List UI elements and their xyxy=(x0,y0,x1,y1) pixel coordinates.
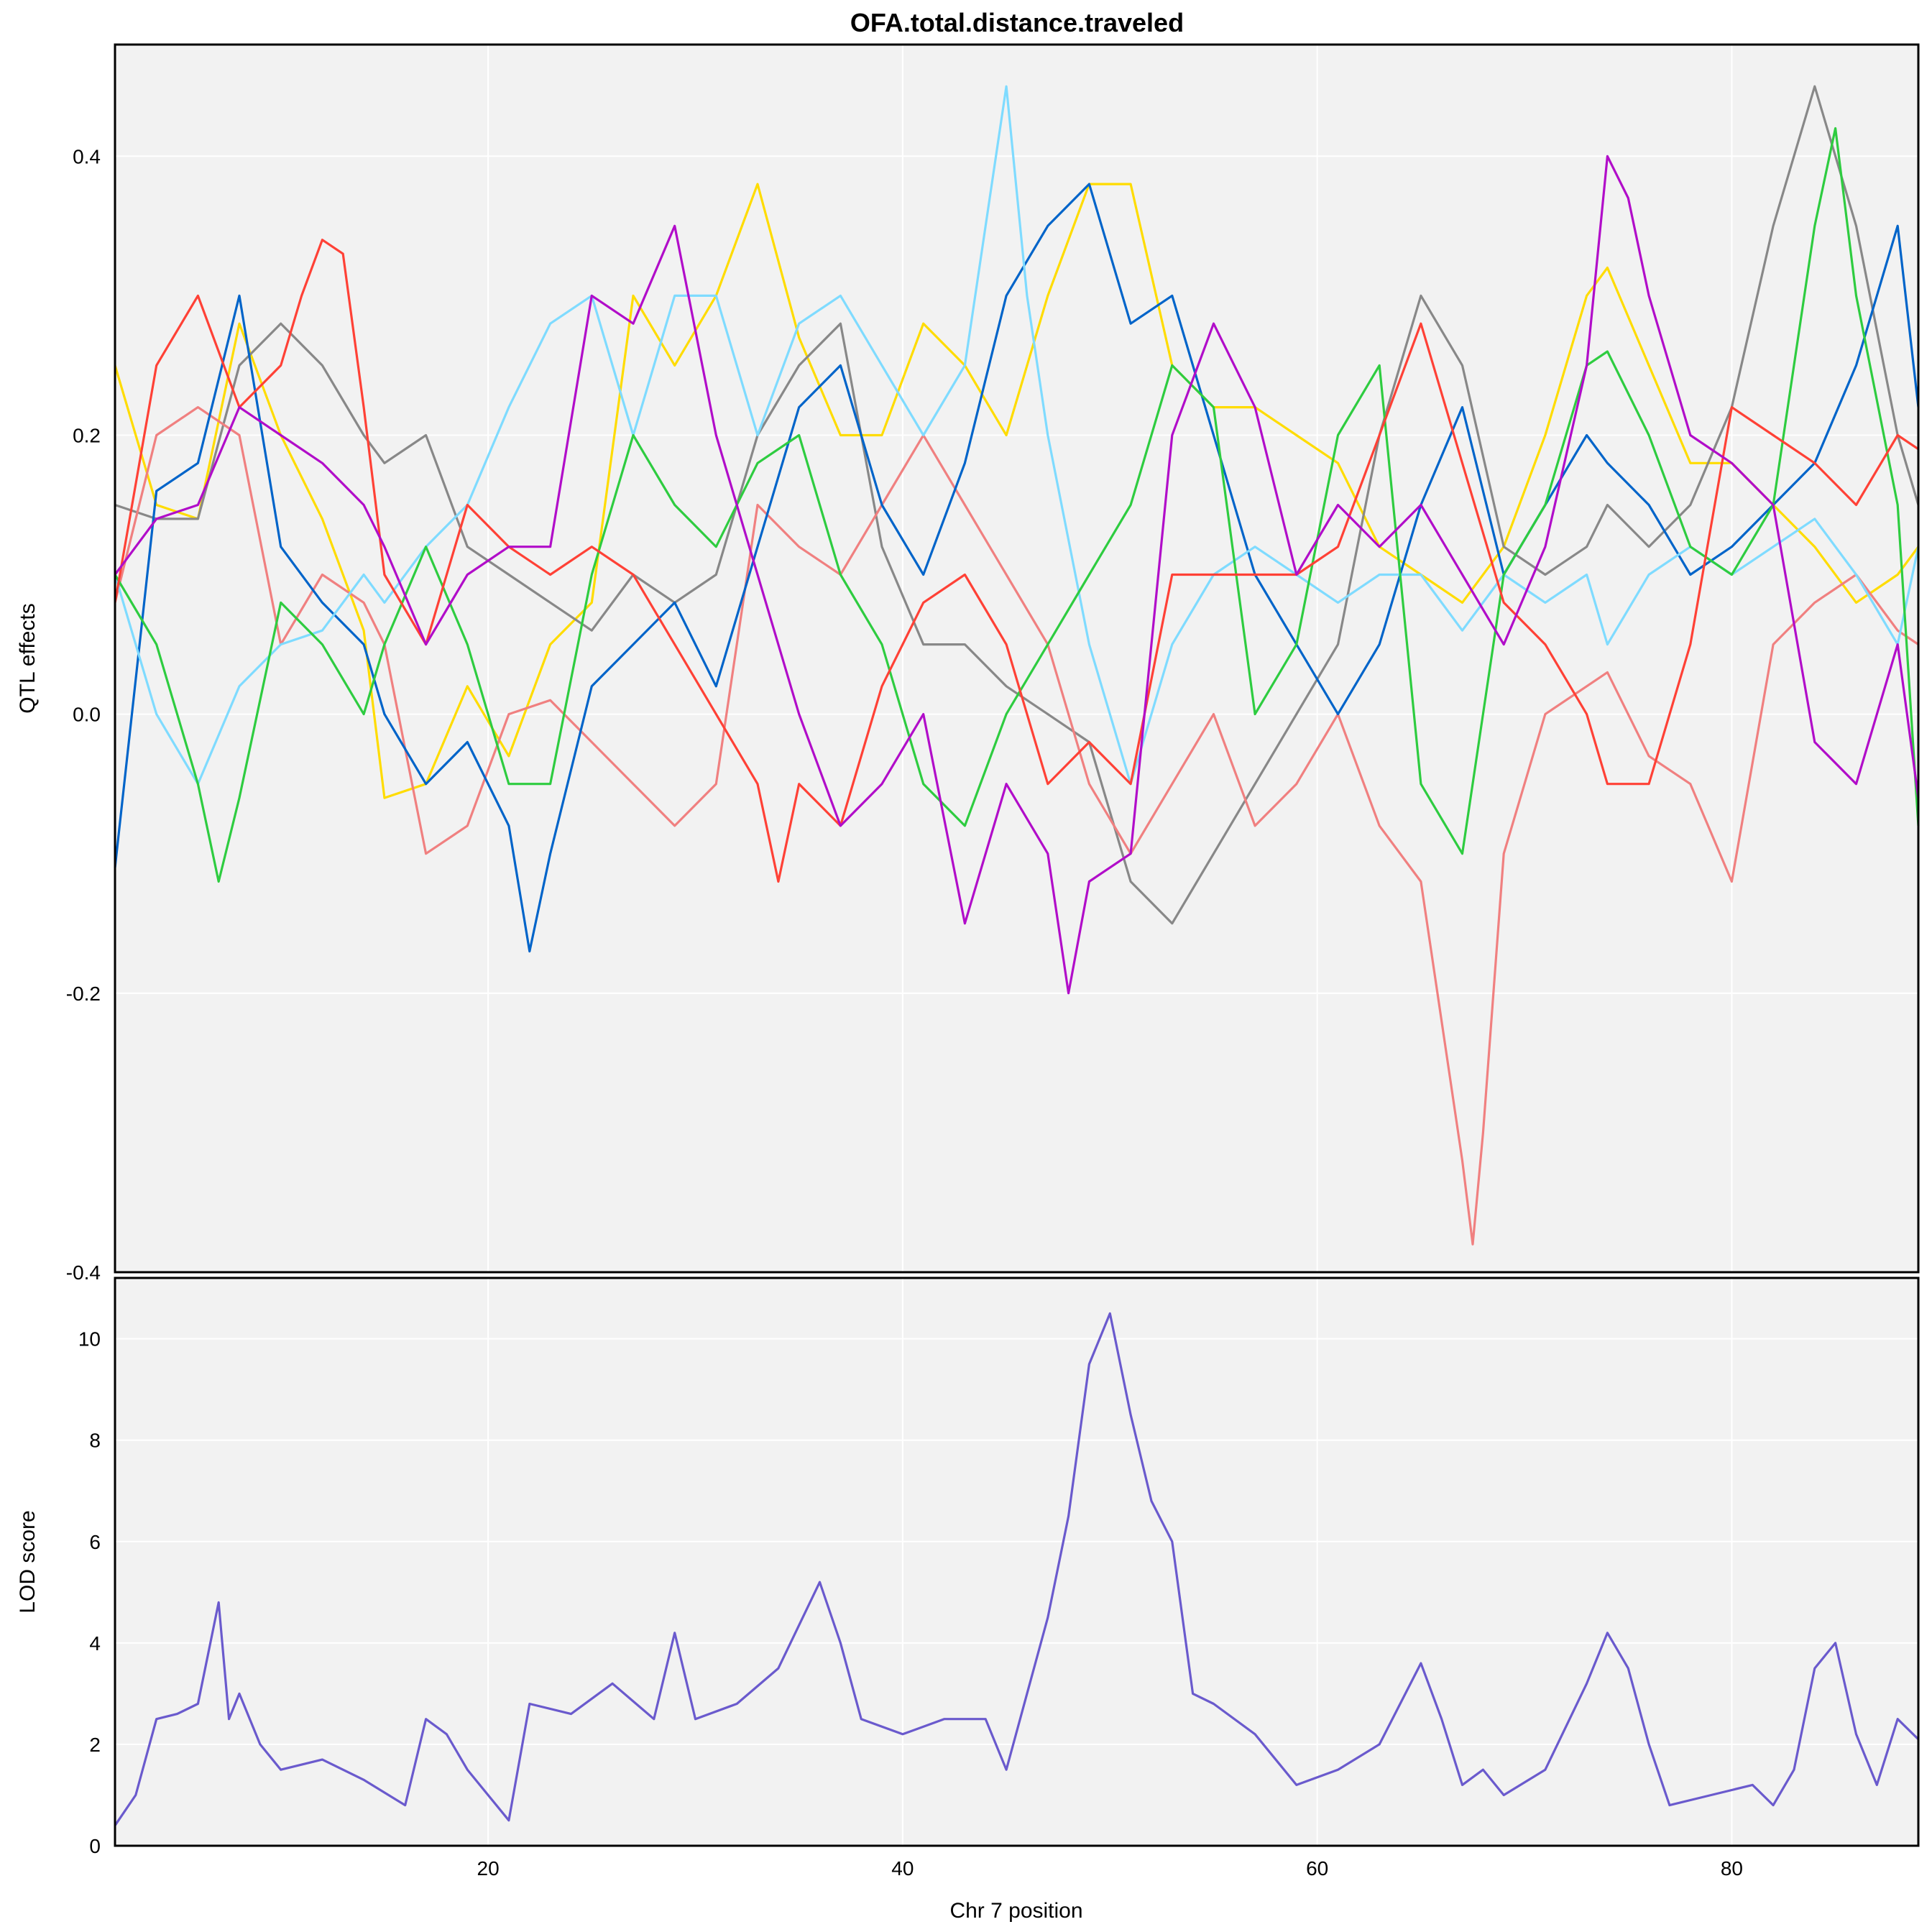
x-tick-label-0: 20 xyxy=(477,1857,500,1880)
lod-panel-background xyxy=(115,1278,1918,1846)
x-tick-label-3: 80 xyxy=(1721,1857,1743,1880)
effects-series-line-C xyxy=(114,406,1919,1246)
effects-series-line-D xyxy=(114,183,1920,953)
lod-y-tick-label-0: 0 xyxy=(89,1835,101,1857)
effects-y-tick-label-4: 0.4 xyxy=(73,145,101,167)
effects-series-line-F xyxy=(114,126,1920,883)
lod-panel-frame xyxy=(114,1276,1920,1847)
x-tick-label-2: 60 xyxy=(1306,1857,1328,1880)
lod-series-line-LOD xyxy=(114,1312,1920,1826)
effects-panel-frame xyxy=(114,43,1920,1274)
effects-series-line-H xyxy=(114,155,1920,995)
effects-panel-background xyxy=(115,45,1918,1272)
effects-series-line-E xyxy=(114,85,1920,786)
x-axis-title: Chr 7 position xyxy=(949,1899,1082,1923)
effects-y-tick-label-0: -0.4 xyxy=(66,1261,101,1284)
effects-y-axis-title: QTL effects xyxy=(16,603,40,713)
effects-series-line-G xyxy=(114,239,1919,883)
lod-panel: 0 2 4 6 8 10 LOD score xyxy=(16,1276,1920,1857)
effects-series-line-A xyxy=(114,183,1920,799)
effects-y-tick-label-2: 0.0 xyxy=(73,704,101,726)
effects-panel: -0.4 -0.2 0.0 0.2 0.4 QTL effects xyxy=(16,43,1920,1284)
lod-y-axis-title: LOD score xyxy=(16,1510,40,1613)
effects-y-tick-labels: -0.4 -0.2 0.0 0.2 0.4 xyxy=(66,145,101,1284)
effects-y-tick-label-3: 0.2 xyxy=(73,424,101,446)
effects-series xyxy=(114,85,1920,1246)
lod-y-tick-label-1: 2 xyxy=(89,1734,101,1756)
lod-y-tick-labels: 0 2 4 6 8 10 xyxy=(78,1328,101,1857)
lod-y-tick-label-4: 8 xyxy=(89,1430,101,1452)
lod-y-tick-label-3: 6 xyxy=(89,1531,101,1553)
lod-y-tick-label-2: 4 xyxy=(89,1632,101,1655)
x-tick-label-1: 40 xyxy=(891,1857,914,1880)
effects-y-tick-label-1: -0.2 xyxy=(66,983,101,1005)
effects-series-line-B xyxy=(114,85,1920,925)
lod-series xyxy=(114,1312,1920,1826)
chart-title: OFA.total.distance.traveled xyxy=(850,8,1184,37)
x-tick-labels: 20 40 60 80 xyxy=(477,1857,1744,1880)
lod-y-tick-label-5: 10 xyxy=(78,1328,101,1351)
